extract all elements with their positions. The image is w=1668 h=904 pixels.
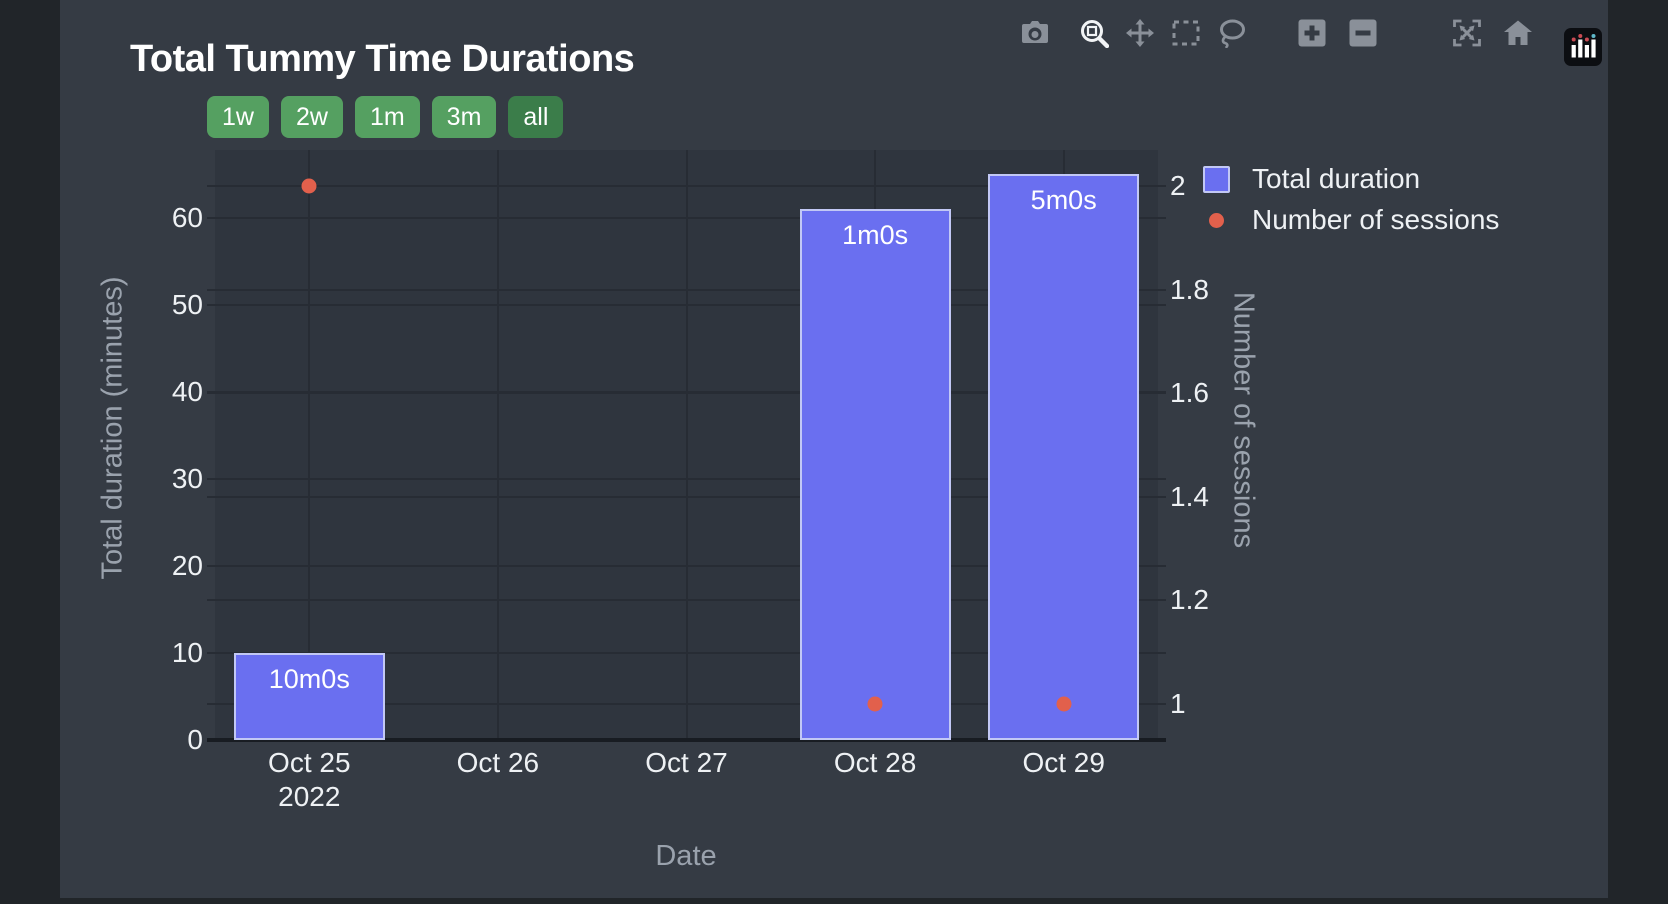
dot-swatch-icon <box>1209 212 1224 228</box>
range-button-1m[interactable]: 1m <box>354 96 420 138</box>
legend-label: Number of sessions <box>1252 204 1500 235</box>
x-axis-line <box>207 738 1166 742</box>
horizontal-gridline <box>207 303 1166 306</box>
plotly-logo[interactable] <box>1564 28 1602 66</box>
range-button-2w[interactable]: 2w <box>280 96 343 138</box>
yaxis-left-tick-label: 0 <box>187 724 203 755</box>
horizontal-gridline <box>207 651 1166 654</box>
vertical-gridline <box>685 150 688 740</box>
autoscale-icon[interactable] <box>1452 18 1482 48</box>
xaxis-tick-label: Oct 25 2022 <box>268 747 351 812</box>
box-select-icon[interactable] <box>1171 18 1201 48</box>
chart-title: Total Tummy Time Durations <box>130 38 635 80</box>
yaxis-left-tick-label: 40 <box>171 375 203 407</box>
range-button-3m[interactable]: 3m <box>431 96 497 138</box>
horizontal-gridline <box>207 392 1166 395</box>
yaxis-right-tick-label: 1.2 <box>1170 584 1209 616</box>
vertical-gridline <box>308 150 311 740</box>
bar-value-label: 1m0s <box>842 220 909 251</box>
vertical-gridline <box>496 150 499 740</box>
yaxis-right-tick-label: 1 <box>1170 687 1186 719</box>
yaxis-left-tick-label: 60 <box>171 201 203 233</box>
legend-item-number-of-sessions[interactable]: Number of sessions <box>1203 204 1500 235</box>
modebar <box>0 16 1668 66</box>
horizontal-gridline <box>207 216 1166 219</box>
bar[interactable] <box>988 174 1140 740</box>
bar[interactable] <box>233 652 385 740</box>
horizontal-gridline <box>207 702 1166 705</box>
horizontal-gridline <box>207 495 1166 498</box>
horizontal-gridline <box>207 185 1166 188</box>
zoom-icon[interactable] <box>1079 18 1109 48</box>
legend-item-total-duration[interactable]: Total duration <box>1203 163 1499 194</box>
scatter-point[interactable] <box>1056 696 1072 712</box>
lasso-select-icon[interactable] <box>1217 18 1247 48</box>
yaxis-left-tick-label: 30 <box>171 462 203 494</box>
scatter-point[interactable] <box>867 696 883 712</box>
horizontal-gridline <box>207 288 1166 291</box>
xaxis-tick-label: Oct 28 <box>833 747 917 778</box>
horizontal-gridline <box>207 390 1166 393</box>
yaxis-left-tick-label: 20 <box>171 549 203 581</box>
xaxis-tick-label: Oct 27 <box>645 747 728 778</box>
yaxis-right-tick-label: 1.4 <box>1170 480 1209 512</box>
bar-value-label: 5m0s <box>1030 185 1097 216</box>
scatter-point[interactable] <box>301 178 317 194</box>
bar[interactable] <box>799 209 951 740</box>
legend-label: Total duration <box>1252 163 1421 194</box>
bar-value-label: 10m0s <box>268 663 350 694</box>
zoom-out-icon[interactable] <box>1348 18 1378 48</box>
horizontal-gridline <box>207 477 1166 480</box>
yaxis-right-tick-label: 1.6 <box>1170 377 1209 409</box>
pan-icon[interactable] <box>1125 18 1155 48</box>
legend: Total duration Number of sessions <box>1203 163 1500 246</box>
xaxis-tick-label: Oct 29 <box>1022 747 1105 778</box>
horizontal-gridline <box>207 564 1166 567</box>
yaxis-right-tick-label: 2 <box>1170 170 1186 202</box>
bar-swatch-icon <box>1203 165 1230 193</box>
xaxis-title: Date <box>655 840 717 872</box>
horizontal-gridline <box>207 599 1166 602</box>
yaxis-left-tick-label: 10 <box>171 636 203 668</box>
yaxis-left-tick-label: 50 <box>171 288 203 320</box>
yaxis-right-tick-label: 1.8 <box>1170 273 1209 305</box>
range-button-all[interactable]: all <box>508 96 564 138</box>
home-icon[interactable] <box>1503 18 1533 48</box>
range-button-1w[interactable]: 1w <box>207 96 269 138</box>
xaxis-tick-label: Oct 26 <box>456 747 540 778</box>
range-selector: 1w 2w 1m 3m all <box>207 96 564 138</box>
camera-icon[interactable] <box>1020 18 1050 48</box>
yaxis-left-title: Total duration (minutes) <box>96 276 129 580</box>
zoom-in-icon[interactable] <box>1297 18 1327 48</box>
